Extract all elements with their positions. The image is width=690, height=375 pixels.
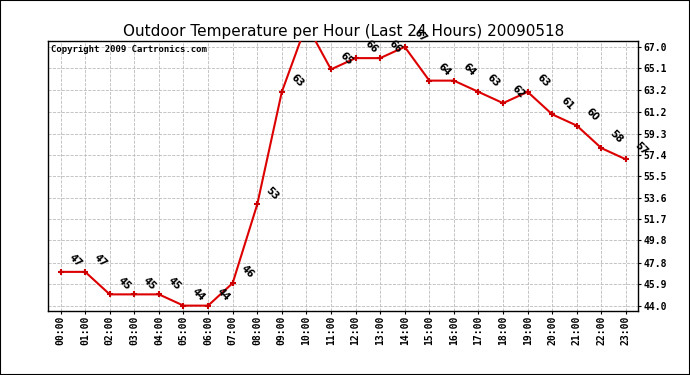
- Text: 64: 64: [436, 61, 453, 78]
- Text: 45: 45: [166, 275, 182, 292]
- Text: 44: 44: [190, 286, 207, 303]
- Text: 60: 60: [584, 106, 600, 123]
- Text: 45: 45: [117, 275, 133, 292]
- Text: 69: 69: [0, 374, 1, 375]
- Text: 63: 63: [535, 72, 551, 89]
- Text: 64: 64: [461, 61, 477, 78]
- Text: 53: 53: [264, 185, 281, 202]
- Title: Outdoor Temperature per Hour (Last 24 Hours) 20090518: Outdoor Temperature per Hour (Last 24 Ho…: [123, 24, 564, 39]
- Text: 63: 63: [486, 72, 502, 89]
- Text: 46: 46: [239, 264, 256, 280]
- Text: 47: 47: [92, 252, 109, 269]
- Text: 66: 66: [387, 39, 404, 56]
- Text: 66: 66: [362, 39, 379, 56]
- Text: 61: 61: [559, 95, 575, 112]
- Text: 62: 62: [510, 84, 526, 100]
- Text: 44: 44: [215, 286, 232, 303]
- Text: Copyright 2009 Cartronics.com: Copyright 2009 Cartronics.com: [51, 45, 207, 54]
- Text: 63: 63: [289, 72, 306, 89]
- Text: 45: 45: [141, 275, 158, 292]
- Text: 58: 58: [609, 129, 625, 146]
- Text: 67: 67: [412, 27, 428, 44]
- Text: 57: 57: [633, 140, 649, 157]
- Text: 47: 47: [68, 252, 84, 269]
- Text: 65: 65: [338, 50, 355, 67]
